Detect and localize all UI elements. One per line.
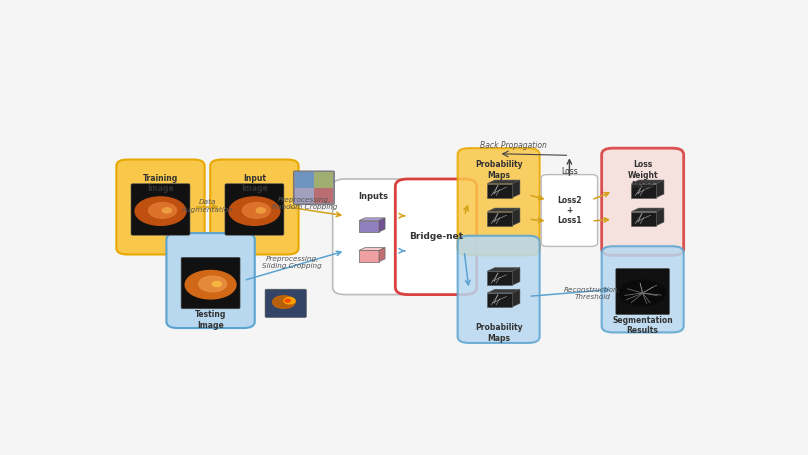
- FancyBboxPatch shape: [293, 171, 335, 205]
- FancyBboxPatch shape: [265, 289, 306, 318]
- Polygon shape: [512, 268, 520, 285]
- FancyBboxPatch shape: [541, 175, 598, 247]
- Polygon shape: [487, 208, 520, 212]
- Text: Reconstruction,
Threshold: Reconstruction, Threshold: [564, 287, 621, 300]
- FancyBboxPatch shape: [131, 184, 190, 235]
- Text: Bridge-net: Bridge-net: [409, 233, 463, 241]
- Polygon shape: [631, 208, 664, 212]
- Polygon shape: [631, 183, 656, 197]
- Polygon shape: [487, 180, 520, 183]
- Polygon shape: [656, 180, 664, 197]
- Polygon shape: [359, 248, 385, 250]
- Polygon shape: [487, 268, 520, 271]
- FancyBboxPatch shape: [314, 188, 333, 203]
- Circle shape: [272, 296, 295, 308]
- Polygon shape: [487, 183, 512, 197]
- Circle shape: [256, 208, 265, 213]
- Polygon shape: [359, 250, 379, 262]
- Circle shape: [242, 202, 271, 218]
- FancyBboxPatch shape: [616, 268, 670, 315]
- Text: Back Propagation: Back Propagation: [480, 141, 546, 150]
- Text: Preprocessing,
Random Cropping: Preprocessing, Random Cropping: [271, 197, 337, 210]
- Polygon shape: [512, 180, 520, 197]
- Circle shape: [135, 197, 186, 225]
- Circle shape: [284, 298, 295, 304]
- Text: Training
Image: Training Image: [143, 174, 178, 193]
- Polygon shape: [379, 248, 385, 262]
- Text: Testing
Image: Testing Image: [195, 310, 226, 329]
- Polygon shape: [512, 208, 520, 226]
- FancyBboxPatch shape: [602, 246, 684, 333]
- FancyBboxPatch shape: [333, 179, 415, 294]
- Polygon shape: [631, 212, 656, 226]
- Text: Segmentation
Results: Segmentation Results: [612, 316, 673, 335]
- Polygon shape: [487, 293, 512, 307]
- Text: Data
Augmentation: Data Augmentation: [182, 199, 234, 212]
- FancyBboxPatch shape: [295, 172, 314, 188]
- Text: Loss2
+
Loss1: Loss2 + Loss1: [558, 196, 582, 225]
- FancyBboxPatch shape: [457, 148, 540, 255]
- Polygon shape: [487, 289, 520, 293]
- FancyBboxPatch shape: [457, 236, 540, 343]
- FancyBboxPatch shape: [210, 160, 299, 254]
- FancyBboxPatch shape: [166, 233, 255, 328]
- Polygon shape: [379, 218, 385, 232]
- FancyBboxPatch shape: [181, 257, 240, 309]
- FancyBboxPatch shape: [225, 184, 284, 235]
- Text: Inputs: Inputs: [359, 192, 389, 201]
- Text: Preprocessing,
Sliding Cropping: Preprocessing, Sliding Cropping: [262, 256, 322, 268]
- Circle shape: [185, 270, 236, 299]
- Text: Probability
Maps: Probability Maps: [475, 324, 523, 343]
- Polygon shape: [359, 218, 385, 221]
- Text: Input
Image: Input Image: [241, 174, 267, 193]
- Polygon shape: [656, 208, 664, 226]
- Polygon shape: [487, 271, 512, 285]
- Polygon shape: [512, 289, 520, 307]
- Circle shape: [213, 282, 221, 287]
- Circle shape: [285, 299, 290, 302]
- Circle shape: [149, 202, 176, 218]
- Polygon shape: [359, 221, 379, 232]
- Polygon shape: [631, 180, 664, 183]
- Circle shape: [199, 276, 226, 292]
- FancyBboxPatch shape: [395, 179, 477, 294]
- Text: Loss: Loss: [561, 167, 578, 177]
- FancyBboxPatch shape: [314, 172, 333, 188]
- Circle shape: [229, 197, 280, 225]
- Text: Probability
Maps: Probability Maps: [475, 160, 523, 180]
- FancyBboxPatch shape: [116, 160, 204, 254]
- Text: Loss
Weight
Maps: Loss Weight Maps: [627, 160, 658, 190]
- Polygon shape: [487, 212, 512, 226]
- FancyBboxPatch shape: [295, 188, 314, 203]
- FancyBboxPatch shape: [602, 148, 684, 255]
- Circle shape: [162, 208, 171, 213]
- Circle shape: [620, 280, 666, 306]
